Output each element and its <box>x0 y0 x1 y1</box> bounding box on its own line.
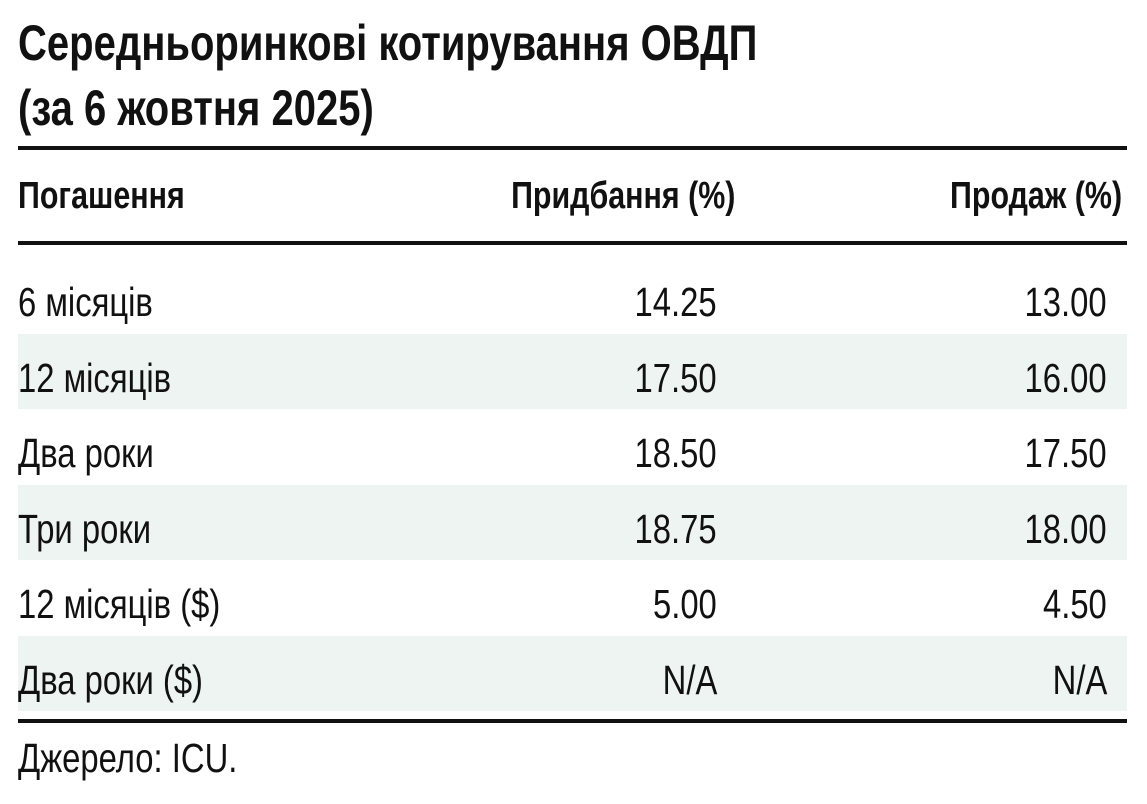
rule <box>18 719 1127 723</box>
column-header: Придбання (%) <box>510 175 735 217</box>
column-header: Погашення <box>18 175 185 217</box>
cell-value: 18.75 <box>634 505 717 552</box>
rule <box>18 241 1127 245</box>
cell-value: 5.00 <box>653 581 717 627</box>
column-header: Продаж (%) <box>949 175 1122 217</box>
row-label: Два роки <box>18 430 154 476</box>
title: (за 6 жовтня 2025) <box>18 80 374 136</box>
row-label: 12 місяців ($) <box>18 581 221 627</box>
row-label: 12 місяців <box>18 354 172 401</box>
row-band <box>18 484 1127 560</box>
cell-value: 16.00 <box>1024 354 1107 401</box>
cell-value: 17.50 <box>1024 430 1107 476</box>
cell-value: 18.00 <box>1024 505 1107 552</box>
source: Джерело: ICU. <box>18 735 238 781</box>
cell-value: 18.50 <box>634 430 717 476</box>
cell-value: N/A <box>1052 656 1107 703</box>
row-band <box>18 635 1127 711</box>
cell-value: N/A <box>662 656 717 703</box>
cell-value: 4.50 <box>1043 581 1107 627</box>
title: Середньоринкові котирування ОВДП <box>18 15 758 71</box>
cell-value: 14.25 <box>634 279 717 325</box>
row-label: Три роки <box>18 505 152 552</box>
rule <box>18 146 1127 150</box>
row-band <box>18 333 1127 409</box>
cell-value: 13.00 <box>1024 279 1107 325</box>
row-label: Два роки ($) <box>18 656 203 703</box>
cell-value: 17.50 <box>634 354 717 401</box>
row-label: 6 місяців <box>18 279 153 325</box>
